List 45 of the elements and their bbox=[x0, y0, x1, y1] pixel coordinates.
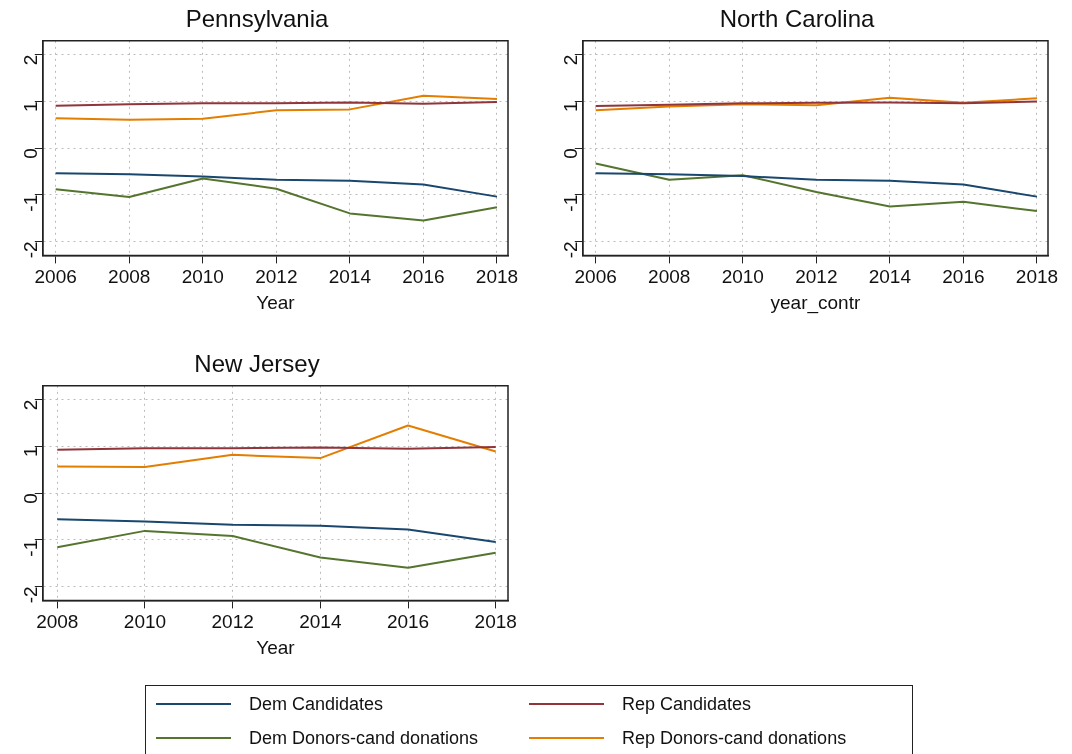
x-tick-label: 2014 bbox=[868, 266, 912, 288]
x-tick-label: 2006 bbox=[34, 266, 77, 288]
y-tick-label: 0 bbox=[20, 493, 42, 504]
x-tick-label: 2008 bbox=[648, 266, 691, 288]
legend-label: Dem Candidates bbox=[249, 693, 384, 715]
x-tick-label: 2016 bbox=[402, 266, 445, 288]
y-tick-label: -1 bbox=[20, 194, 42, 212]
y-tick-label: -2 bbox=[20, 586, 42, 604]
y-tick-label: -2 bbox=[20, 241, 42, 259]
x-tick-label: 2014 bbox=[299, 611, 342, 633]
x-tick-label: 2012 bbox=[211, 611, 254, 633]
x-tick-label: 2016 bbox=[386, 611, 430, 633]
x-axis-title: year_contr bbox=[770, 291, 861, 314]
x-axis-title: Year bbox=[256, 636, 296, 658]
legend-label: Rep Candidates bbox=[622, 693, 752, 715]
legend-label: Dem Donors-cand donations bbox=[249, 727, 479, 749]
x-tick-label: 2012 bbox=[795, 266, 838, 288]
y-tick-label: 0 bbox=[20, 148, 42, 159]
y-tick-label: 1 bbox=[20, 446, 42, 458]
x-axis-title: Year bbox=[256, 291, 296, 313]
y-tick-label: -1 bbox=[560, 194, 582, 212]
chart-title: North Carolina bbox=[719, 5, 876, 33]
y-tick-label: 2 bbox=[20, 54, 42, 66]
y-tick-label: -1 bbox=[20, 539, 42, 557]
y-tick-label: 2 bbox=[20, 399, 42, 411]
x-tick-label: 2006 bbox=[574, 266, 617, 288]
x-tick-label: 2010 bbox=[123, 611, 167, 633]
x-tick-label: 2014 bbox=[328, 266, 372, 288]
y-tick-label: 0 bbox=[560, 148, 582, 159]
y-tick-label: 2 bbox=[560, 54, 582, 66]
x-tick-label: 2010 bbox=[181, 266, 224, 288]
x-tick-label: 2008 bbox=[36, 611, 79, 633]
x-tick-label: 2016 bbox=[942, 266, 985, 288]
x-tick-label: 2010 bbox=[721, 266, 764, 288]
y-tick-label: 1 bbox=[20, 101, 42, 113]
x-tick-label: 2018 bbox=[475, 266, 519, 288]
legend-label: Rep Donors-cand donations bbox=[622, 727, 847, 749]
x-tick-label: 2008 bbox=[108, 266, 151, 288]
x-tick-label: 2018 bbox=[1015, 266, 1059, 288]
x-tick-label: 2012 bbox=[255, 266, 298, 288]
y-tick-label: 1 bbox=[560, 101, 582, 113]
x-tick-label: 2018 bbox=[474, 611, 517, 633]
y-tick-label: -2 bbox=[560, 241, 582, 259]
chart-title: New Jersey bbox=[194, 350, 320, 378]
chart-title: Pennsylvania bbox=[185, 5, 330, 33]
